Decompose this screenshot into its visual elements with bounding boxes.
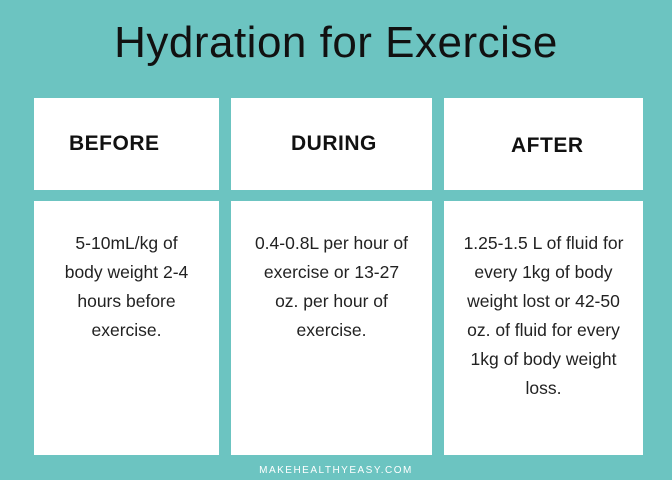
after-text: 1.25-1.5 L of fluid for every 1kg of bod… <box>463 233 624 398</box>
after-heading-card: AFTER <box>444 98 643 190</box>
before-body-card: 5-10mL/kg of body weight 2-4 hours befor… <box>34 201 219 455</box>
after-heading: AFTER <box>511 134 584 157</box>
during-heading: DURING <box>291 132 377 155</box>
site-url: MAKEHEALTHYEASY.COM <box>259 465 413 476</box>
before-heading: BEFORE <box>69 132 160 155</box>
during-heading-card: DURING <box>231 98 432 190</box>
before-heading-card: BEFORE <box>34 98 219 190</box>
during-body-card: 0.4-0.8L per hour of exercise or 13-27 o… <box>231 201 432 455</box>
after-body-card: 1.25-1.5 L of fluid for every 1kg of bod… <box>444 201 643 455</box>
before-text: 5-10mL/kg of body weight 2-4 hours befor… <box>64 233 189 340</box>
page-title: Hydration for Exercise <box>114 18 558 67</box>
during-text: 0.4-0.8L per hour of exercise or 13-27 o… <box>254 233 409 340</box>
